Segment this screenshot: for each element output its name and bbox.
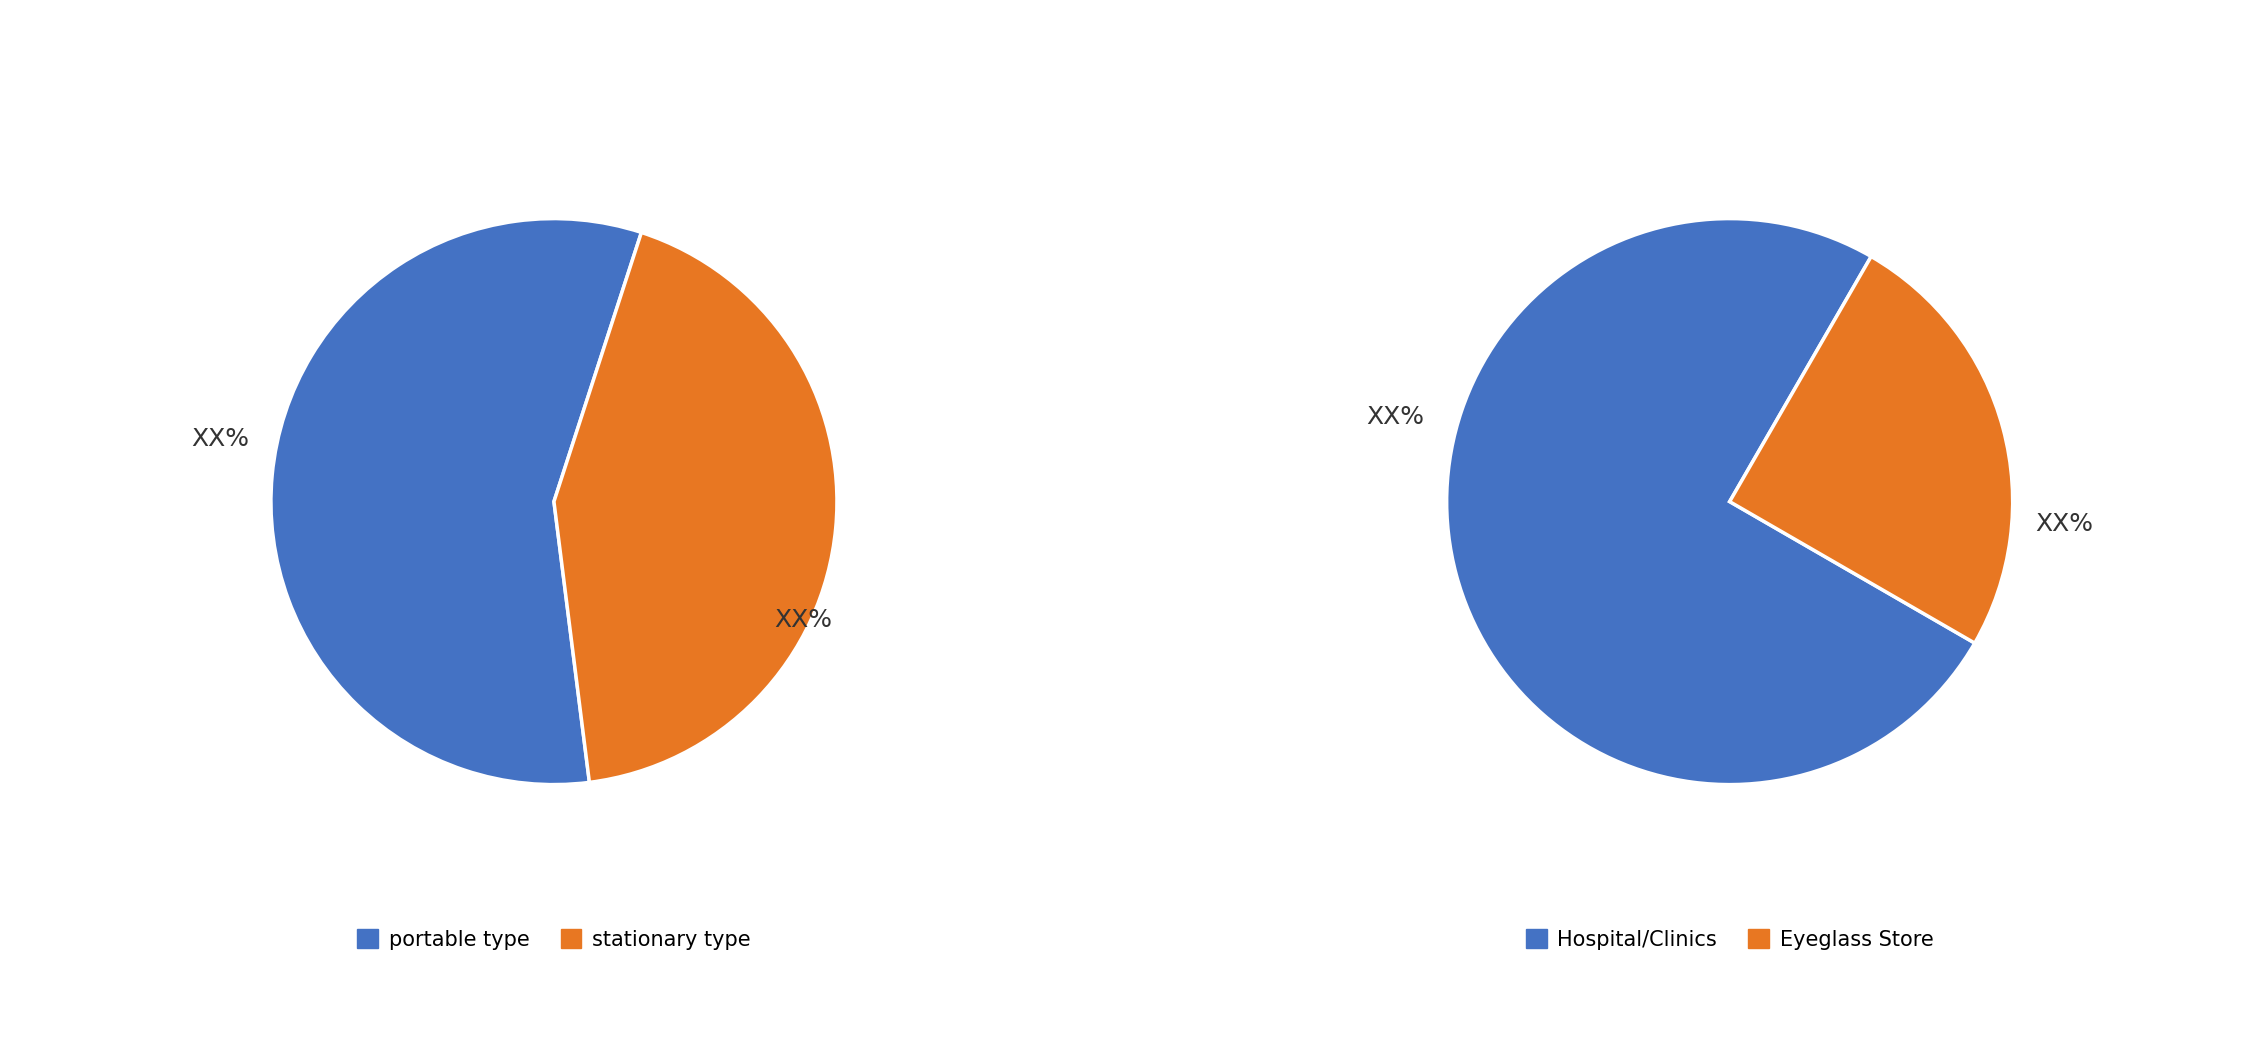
Wedge shape bbox=[1730, 257, 2012, 643]
Text: XX%: XX% bbox=[2035, 512, 2094, 536]
Text: Fig. Global Eyesight Test Device Market Share by Product Types & Application: Fig. Global Eyesight Test Device Market … bbox=[45, 38, 1384, 67]
Text: XX%: XX% bbox=[190, 428, 249, 451]
Text: Website: www.theindustrystats.com: Website: www.theindustrystats.com bbox=[1759, 999, 2216, 1018]
Text: Email: sales@theindustrystats.com: Email: sales@theindustrystats.com bbox=[909, 999, 1352, 1018]
Legend: Hospital/Clinics, Eyeglass Store: Hospital/Clinics, Eyeglass Store bbox=[1517, 921, 1942, 958]
Text: XX%: XX% bbox=[1366, 404, 1424, 429]
Text: Source: Theindustrystats Analysis: Source: Theindustrystats Analysis bbox=[45, 999, 475, 1018]
Wedge shape bbox=[271, 219, 642, 785]
Legend: portable type, stationary type: portable type, stationary type bbox=[348, 921, 760, 958]
Wedge shape bbox=[554, 232, 837, 782]
Wedge shape bbox=[1447, 219, 1974, 785]
Text: XX%: XX% bbox=[776, 608, 832, 633]
